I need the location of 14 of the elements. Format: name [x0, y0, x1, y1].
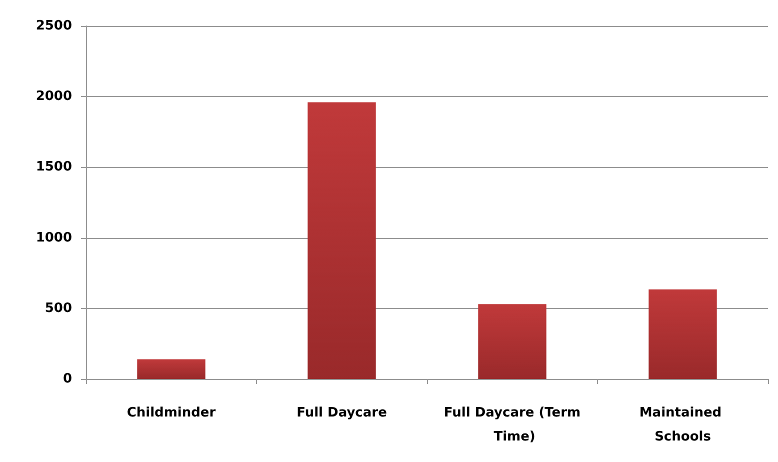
x-tick-label: Full Daycare (Term Time): [444, 406, 581, 444]
y-tick-label: 500: [44, 300, 72, 316]
x-tick-label: Childminder: [126, 406, 216, 420]
y-tick-label: 1000: [36, 230, 72, 246]
y-tick-label: 2000: [36, 89, 72, 104]
bar: [137, 359, 206, 379]
bar: [648, 289, 717, 379]
x-tick-label: Full Daycare: [296, 406, 388, 420]
y-tick-label: 1500: [36, 160, 72, 175]
x-tick-label: Maintained Schools: [639, 406, 726, 444]
bar: [478, 304, 546, 379]
y-tick-label: 2500: [36, 18, 72, 34]
bar: [308, 102, 376, 379]
y-tick-label: 0: [62, 372, 72, 386]
